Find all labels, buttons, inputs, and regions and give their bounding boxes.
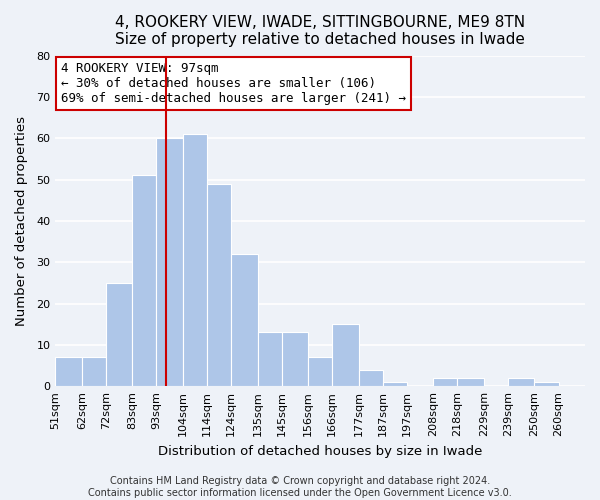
Bar (183, 134, 207, 386)
Bar (457, 378, 484, 386)
Bar (308, 357, 332, 386)
Bar (207, 184, 231, 386)
Bar (535, 382, 559, 386)
Text: Contains HM Land Registry data © Crown copyright and database right 2024.
Contai: Contains HM Land Registry data © Crown c… (88, 476, 512, 498)
Bar (106, 283, 133, 386)
Bar (433, 378, 457, 386)
Bar (281, 332, 308, 386)
Bar (508, 378, 535, 386)
Bar (383, 382, 407, 386)
Y-axis label: Number of detached properties: Number of detached properties (15, 116, 28, 326)
Bar (55, 357, 82, 386)
Bar (231, 254, 257, 386)
Bar (332, 324, 359, 386)
X-axis label: Distribution of detached houses by size in Iwade: Distribution of detached houses by size … (158, 444, 482, 458)
Text: 4 ROOKERY VIEW: 97sqm
← 30% of detached houses are smaller (106)
69% of semi-det: 4 ROOKERY VIEW: 97sqm ← 30% of detached … (61, 62, 406, 105)
Bar (257, 332, 281, 386)
Bar (133, 176, 157, 386)
Bar (82, 357, 106, 386)
Bar (359, 370, 383, 386)
Title: 4, ROOKERY VIEW, IWADE, SITTINGBOURNE, ME9 8TN
Size of property relative to deta: 4, ROOKERY VIEW, IWADE, SITTINGBOURNE, M… (115, 15, 525, 48)
Bar (157, 138, 183, 386)
